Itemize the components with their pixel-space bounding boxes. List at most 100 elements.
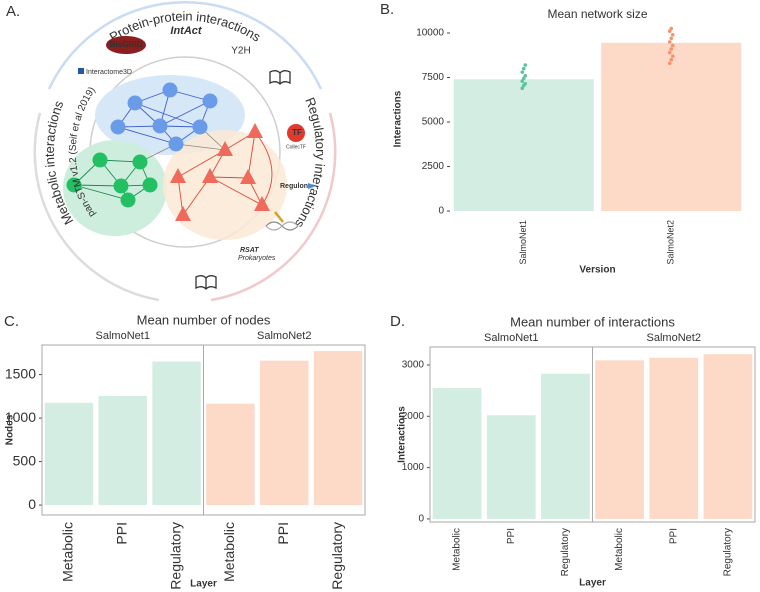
panel-label: B. xyxy=(380,1,394,18)
x-tick-label: Metabolic xyxy=(60,522,76,582)
bar xyxy=(98,395,147,506)
facet-panel xyxy=(592,346,756,523)
x-tick-label: Regulatory xyxy=(329,522,345,590)
tf-text: TF xyxy=(292,128,302,137)
data-point xyxy=(521,76,526,81)
collectf-text: CollecTF xyxy=(286,144,306,150)
interactome3d-icon xyxy=(78,68,84,74)
x-tick-label: Metabolic xyxy=(452,528,463,571)
y-axis-title: Nodes xyxy=(5,414,16,445)
x-tick-label: PPI xyxy=(113,522,129,545)
biogrid-logo xyxy=(106,36,146,54)
x-axis-title: Layer xyxy=(190,579,217,590)
book-icon xyxy=(269,70,291,85)
data-point xyxy=(669,36,674,41)
x-axis-title: Version xyxy=(579,265,615,276)
metabolic-nodes xyxy=(66,152,158,208)
intact-text: IntAct xyxy=(170,25,203,37)
diagram: A. xyxy=(6,1,337,302)
x-tick-label: Metabolic xyxy=(221,522,237,582)
y-tick-label: 2500 xyxy=(422,161,445,172)
bar xyxy=(601,42,742,212)
interactome3d-text: Interactome3D xyxy=(86,69,132,76)
y2h-text: Y2H xyxy=(231,46,250,57)
prokaryotes-text: Prokaryotes xyxy=(238,255,276,262)
dna-icon xyxy=(265,211,299,231)
data-point xyxy=(667,50,672,55)
bar xyxy=(486,415,536,519)
collectf-logo xyxy=(287,124,305,142)
panel-label: A. xyxy=(6,3,20,20)
data-point xyxy=(670,32,675,37)
metabolic-arc xyxy=(33,112,160,302)
data-point xyxy=(520,86,525,91)
y-tick-label: 10000 xyxy=(416,28,444,39)
facet-panel xyxy=(203,344,366,516)
y-tick-label: 0 xyxy=(418,514,424,525)
y-tick-label: 5000 xyxy=(422,117,445,128)
x-tick-label: SalmoNet2 xyxy=(666,220,676,265)
bar xyxy=(453,79,594,212)
y-tick-label: 1000 xyxy=(402,462,425,473)
data-point xyxy=(670,54,675,58)
regulon-text: Regulon xyxy=(280,183,308,190)
data-point xyxy=(670,43,675,48)
data-point xyxy=(667,61,672,66)
bar xyxy=(595,360,644,519)
chart-title: Mean number of nodes xyxy=(137,312,271,327)
data-point xyxy=(520,70,525,74)
facet-strip: SalmoNet2 xyxy=(647,332,701,344)
y-tick-label: 0 xyxy=(28,496,36,512)
facet-strip: SalmoNet1 xyxy=(96,330,150,342)
data-point xyxy=(667,40,672,44)
x-tick-label: Regulatory xyxy=(723,528,734,576)
bar xyxy=(541,373,590,519)
rsat-text: RSAT xyxy=(240,247,259,254)
facet-strip: SalmoNet1 xyxy=(484,332,538,344)
x-tick-label: SalmoNet1 xyxy=(518,220,528,265)
data-point xyxy=(667,29,672,34)
regulon-arrow xyxy=(308,183,316,189)
x-axis-title: Layer xyxy=(579,578,606,589)
ppi-arc xyxy=(47,1,323,90)
x-tick-label: Regulatory xyxy=(167,522,183,590)
y-tick-label: 1500 xyxy=(5,365,36,381)
bar xyxy=(649,357,699,519)
biogrid-text: BioGRID xyxy=(110,40,143,49)
bar xyxy=(206,403,255,506)
panel-label: C. xyxy=(4,313,19,330)
bar xyxy=(152,361,201,506)
data-point xyxy=(521,66,526,71)
facet-strip: SalmoNet2 xyxy=(257,330,311,342)
x-tick-label: PPI xyxy=(275,522,291,545)
x-tick-label: PPI xyxy=(506,528,517,544)
x-tick-label: PPI xyxy=(668,528,679,544)
x-tick-label: Metabolic xyxy=(614,528,625,571)
bar xyxy=(432,388,482,519)
data-point xyxy=(523,63,528,67)
charts: B. Mean network size025005000750010000Int… xyxy=(4,1,756,590)
ppi-nodes xyxy=(110,82,218,152)
y-tick-label: 2000 xyxy=(402,411,425,422)
regulatory-nodes xyxy=(170,123,270,221)
panel-label: D. xyxy=(390,313,405,330)
y-tick-label: 3000 xyxy=(402,360,425,371)
chart-title: Mean network size xyxy=(547,7,647,21)
y-tick-label: 0 xyxy=(438,206,444,217)
y-tick-label: 500 xyxy=(13,452,37,468)
chart-title: Mean number of interactions xyxy=(510,314,675,329)
data-point xyxy=(669,26,674,31)
bar xyxy=(260,360,309,506)
bar xyxy=(313,351,363,506)
regulatory-arc xyxy=(210,112,337,302)
y-tick-label: 1000 xyxy=(5,409,36,425)
x-tick-label: Regulatory xyxy=(560,528,571,576)
data-point xyxy=(669,57,674,62)
book-icon xyxy=(195,275,217,290)
data-point xyxy=(523,73,528,78)
y-axis-title: Interactions xyxy=(397,406,408,463)
bar xyxy=(44,402,94,506)
y-tick-label: 7500 xyxy=(422,72,445,83)
